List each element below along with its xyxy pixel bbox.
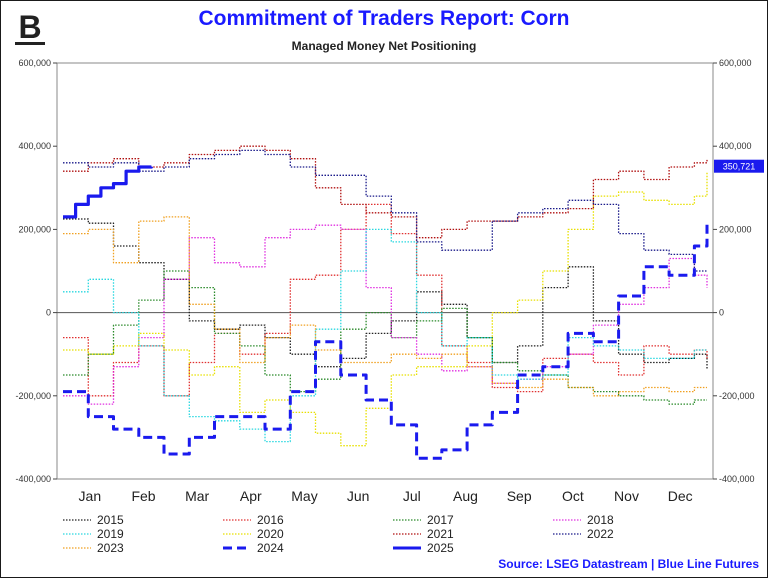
series-line-2018 (63, 224, 708, 405)
series-line-2022 (63, 149, 707, 272)
x-tick-label: Sep (507, 488, 532, 504)
series-line-2024 (63, 221, 709, 460)
series-line-2021 (63, 145, 708, 239)
x-tick-label: Aug (453, 488, 478, 504)
legend-label-2020: 2020 (257, 527, 284, 541)
y-tick-label-right: 600,000 (719, 58, 752, 68)
chart-subtitle: Managed Money Net Positioning (291, 39, 477, 53)
y-tick-label-left: 200,000 (18, 224, 51, 234)
legend-label-2015: 2015 (97, 513, 124, 527)
plot-area (56, 62, 714, 480)
last-value-badge (714, 159, 764, 173)
legend-label-2019: 2019 (97, 527, 124, 541)
x-tick-label: Nov (614, 488, 639, 504)
y-tick-label-left: 400,000 (18, 141, 51, 151)
y-tick-label-right: 400,000 (719, 141, 752, 151)
x-tick-label: May (291, 488, 317, 504)
legend-label-2016: 2016 (257, 513, 284, 527)
x-tick-label: Oct (562, 488, 584, 504)
y-tick-label-right: -200,000 (719, 391, 755, 401)
y-tick-label-right: 0 (719, 308, 724, 318)
y-tick-label-left: 600,000 (18, 58, 51, 68)
legend-label-2022: 2022 (587, 527, 614, 541)
series-line-2025 (63, 165, 153, 219)
series-line-2017 (63, 270, 707, 405)
legend-label-2024: 2024 (257, 541, 284, 555)
y-tick-label-right: -400,000 (719, 474, 755, 484)
x-tick-label: Jun (347, 488, 370, 504)
y-tick-label-right: 200,000 (719, 224, 752, 234)
x-tick-label: Jan (79, 488, 102, 504)
brand-logo: B (15, 9, 45, 45)
chart-title: Commitment of Traders Report: Corn (198, 7, 570, 30)
y-tick-label-left: 0 (46, 308, 51, 318)
series-line-2020 (63, 171, 708, 447)
source-note: Source: LSEG Datastream | Blue Line Futu… (498, 557, 759, 571)
legend-label-2023: 2023 (97, 541, 124, 555)
x-tick-label: Apr (240, 488, 262, 504)
last-value-label: 350,721 (723, 162, 756, 172)
x-tick-label: Jul (403, 488, 421, 504)
y-tick-label-left: -400,000 (15, 474, 51, 484)
legend-label-2017: 2017 (427, 513, 454, 527)
x-tick-label: Dec (668, 488, 693, 504)
legend-label-2021: 2021 (427, 527, 454, 541)
logo-letter: B (18, 9, 41, 45)
legend-label-2025: 2025 (427, 541, 454, 555)
x-tick-label: Mar (185, 488, 209, 504)
series-line-2019 (63, 228, 707, 443)
y-tick-label-left: -200,000 (15, 391, 51, 401)
series-line-2023 (63, 216, 707, 397)
x-tick-label: Feb (131, 488, 155, 504)
legend-label-2018: 2018 (587, 513, 614, 527)
